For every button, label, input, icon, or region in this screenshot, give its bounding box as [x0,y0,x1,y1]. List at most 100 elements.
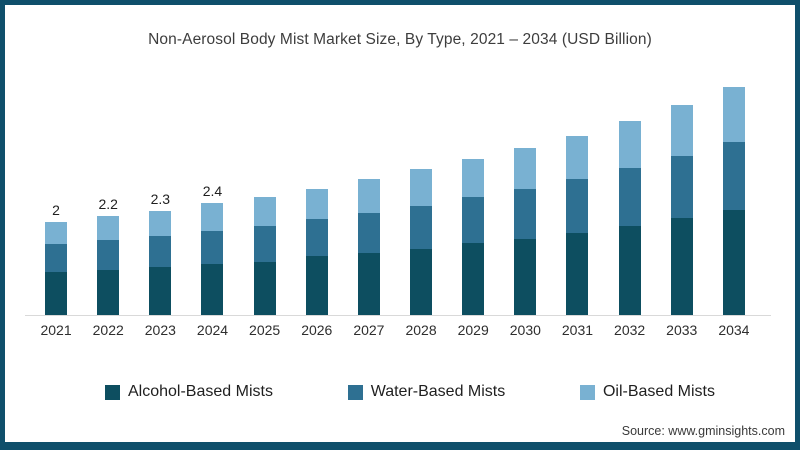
legend-swatch-alcohol-based-mists [105,384,120,400]
x-axis-label: 2022 [92,322,124,338]
x-axis-line [25,315,771,316]
bar-stack [566,135,589,315]
bar-segment-oil-based-mists [357,178,380,213]
legend-item-water-based-mists: Water-Based Mists [347,383,506,401]
bar-segment-oil-based-mists [722,87,745,142]
bar-stack [149,210,172,315]
bar-column [343,5,395,315]
x-axis-label: 2027 [353,322,385,338]
bar-segment-oil-based-mists [462,158,485,198]
x-axis-label: 2028 [405,322,437,338]
bar-column [291,5,343,315]
bar-segment-water-based-mists [722,141,745,211]
bar-segment-alcohol-based-mists [722,210,745,315]
bar-column: 2.3 [134,5,186,315]
bar-segment-water-based-mists [618,168,641,227]
bar-segment-water-based-mists [305,219,328,256]
bar-segment-water-based-mists [201,230,224,265]
x-axis-label: 2032 [614,322,646,338]
bar-stack [514,148,537,315]
bar-segment-alcohol-based-mists [670,218,693,315]
bar-column [604,5,656,315]
bar-stack [410,169,433,315]
source-text: Source: www.gminsights.com [621,424,785,438]
bar-stack [45,222,68,315]
legend-item-alcohol-based-mists: Alcohol-Based Mists [105,383,273,401]
bar-segment-oil-based-mists [305,188,328,220]
bar-value-label: 2.3 [150,190,171,207]
bar-column [656,5,708,315]
bar-segment-water-based-mists [45,244,68,273]
bar-segment-water-based-mists [670,156,693,219]
legend-swatch-water-based-mists [347,384,363,400]
bar-segment-oil-based-mists [45,222,68,245]
bar-column: 2.4 [186,5,238,315]
bar-segment-oil-based-mists [253,197,276,227]
bar-stack [357,178,380,315]
bar-segment-oil-based-mists [670,104,693,157]
x-axis-label: 2023 [144,322,176,338]
bar-segment-oil-based-mists [149,210,172,236]
bar-segment-water-based-mists [566,179,589,233]
x-axis-label: 2030 [509,322,541,338]
bar-segment-alcohol-based-mists [201,264,224,315]
bar-column [239,5,291,315]
bar-segment-water-based-mists [149,235,172,268]
bar-segment-water-based-mists [410,205,433,249]
bar-value-label: 2 [52,202,60,219]
x-axis-label: 2021 [40,322,72,338]
bar-segment-oil-based-mists [201,203,224,231]
bar-column [708,5,760,315]
bar-stack [97,216,120,315]
bar-stack [253,197,276,315]
bar-column [551,5,603,315]
bar-segment-alcohol-based-mists [618,226,641,315]
bar-stack [670,104,693,315]
bar-segment-alcohol-based-mists [566,232,589,315]
bar-segment-alcohol-based-mists [149,267,172,315]
bar-stack [462,158,485,315]
x-axis-label: 2024 [196,322,229,338]
bar-value-label: 2.4 [202,183,223,200]
bar-column [499,5,551,315]
bar-segment-alcohol-based-mists [305,255,328,315]
bar-column: 2 [30,5,82,315]
bar-value-label: 2.2 [98,196,118,213]
bar-segment-water-based-mists [462,197,485,244]
bar-stack [201,203,224,315]
bar-stack [305,188,328,315]
legend-label: Oil-Based Mists [602,383,715,400]
bar-segment-oil-based-mists [618,120,641,169]
bar-stack [618,120,641,315]
x-axis-label: 2031 [561,322,594,338]
bar-segment-water-based-mists [97,240,120,270]
legend-label: Water-Based Mists [370,383,506,400]
bar-segment-water-based-mists [357,212,380,254]
bar-segment-alcohol-based-mists [462,243,485,315]
legend: Alcohol-Based Mists Water-Based Mists Oil-… [105,383,715,401]
bar-segment-alcohol-based-mists [253,261,276,315]
bar-segment-oil-based-mists [566,135,589,180]
bar-segment-oil-based-mists [97,216,120,241]
bar-segment-alcohol-based-mists [357,253,380,315]
bar-segment-oil-based-mists [514,148,537,189]
bar-column [395,5,447,315]
bar-segment-water-based-mists [253,226,276,262]
legend-label: Alcohol-Based Mists [128,383,273,400]
x-axis-label: 2025 [249,322,281,338]
bar-segment-alcohol-based-mists [514,238,537,315]
x-axis-label: 2033 [666,322,698,338]
x-axis-label: 2029 [457,322,489,338]
bar-segment-oil-based-mists [410,169,433,206]
bar-segment-alcohol-based-mists [45,272,68,315]
bar-column [447,5,499,315]
bar-segment-alcohol-based-mists [410,248,433,315]
bar-segment-water-based-mists [514,188,537,239]
x-axis-label: 2026 [301,322,333,338]
legend-item-oil-based-mists: Oil-Based Mists [579,383,715,401]
x-axis-label: 2034 [718,322,750,338]
bar-segment-alcohol-based-mists [97,269,120,315]
bar-column: 2.2 [82,5,134,315]
legend-swatch-oil-based-mists [579,384,595,400]
